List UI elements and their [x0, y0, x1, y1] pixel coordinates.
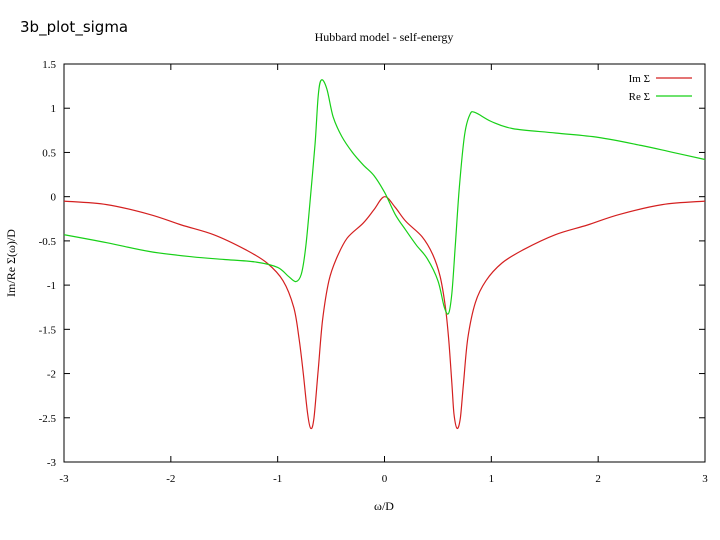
y-tick-label: 0	[51, 192, 57, 204]
y-tick-label: 0.5	[42, 147, 56, 159]
legend: Im Σ Re Σ	[629, 73, 692, 103]
x-axis-label: ω/D	[374, 499, 394, 513]
y-tick-label: -0.5	[39, 236, 57, 248]
x-tick-label: 1	[489, 473, 495, 485]
y-tick-label: -3	[47, 457, 57, 469]
series-layer	[63, 79, 706, 430]
x-tick-label: 2	[595, 473, 601, 485]
legend-label: Im Σ	[629, 73, 650, 85]
y-tick-label: 1	[51, 103, 57, 115]
slide-title: 3b_plot_sigma	[20, 18, 129, 36]
x-tick-label: 0	[382, 473, 388, 485]
chart-title: Hubbard model - self-energy	[315, 30, 454, 44]
x-tick-label: 3	[702, 473, 708, 485]
y-axis-label: Im/Re Σ(ω)/D	[4, 229, 18, 297]
y-tick-label: 1.5	[42, 59, 56, 71]
x-tick-label: -2	[166, 473, 175, 485]
y-tick-label: -2	[47, 369, 56, 381]
y-tick-label: -1	[47, 280, 56, 292]
y-tick-label: -1.5	[39, 324, 57, 336]
x-tick-label: -3	[59, 473, 69, 485]
x-axis: -3 -2 -1 0 1 2 3	[59, 64, 708, 485]
series-im-sigma-line	[63, 196, 706, 430]
y-axis: 1.5 1 0.5 0 -0.5 -1 -1.5 -2 -2.5 -3	[39, 59, 705, 469]
series-re-sigma-line	[63, 79, 706, 315]
plot-frame	[63, 63, 706, 463]
y-tick-label: -2.5	[39, 413, 57, 425]
legend-label: Re Σ	[629, 91, 650, 103]
x-tick-label: -1	[273, 473, 282, 485]
